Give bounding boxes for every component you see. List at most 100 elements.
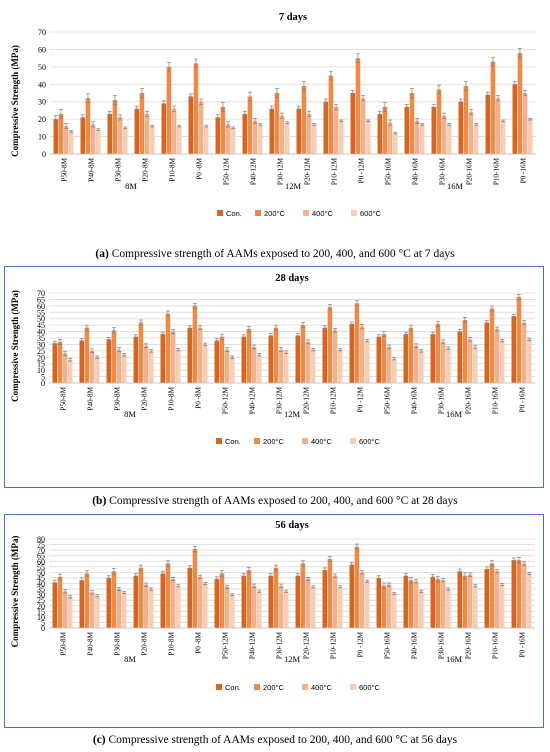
y-axis-label: Compressive Strength (MPa) (10, 290, 20, 402)
bar (431, 106, 437, 154)
x-tick-label: P10-16M (492, 631, 500, 659)
x-tick-label: P40-16M (411, 631, 419, 659)
x-tick-label: P0 -8M (195, 386, 203, 408)
bar (440, 341, 446, 383)
bar (165, 563, 171, 628)
bar (165, 313, 171, 383)
bar (111, 330, 117, 383)
bar (80, 117, 86, 154)
bar (193, 63, 199, 154)
y-tick-label: 70 (37, 546, 45, 555)
x-tick-label: P50-8M (60, 386, 68, 410)
x-tick-label: P20-8M (141, 386, 149, 410)
bar (251, 585, 257, 628)
bar (107, 113, 113, 154)
bar (256, 354, 262, 383)
bar (278, 349, 284, 383)
x-tick-label: P10-12M (331, 157, 339, 185)
bar (106, 577, 112, 628)
bar (485, 94, 491, 154)
bar (489, 308, 495, 383)
bar (526, 573, 532, 628)
bar (241, 575, 247, 628)
x-tick-label: P0 -16M (520, 157, 528, 183)
bar (197, 576, 203, 628)
bar (516, 296, 522, 383)
chart-panel-56-days: 0 5 10 15 20 25 30 35 40 45 50 55 60 65 70 75 80 56 days C… (4, 514, 544, 728)
bar (359, 326, 365, 383)
bar (94, 595, 100, 628)
bar (139, 93, 145, 154)
x-tick-label: P40-16M (412, 157, 420, 185)
bar (408, 327, 414, 383)
y-tick-label: 50 (37, 568, 45, 577)
legend-swatch (302, 438, 308, 444)
y-tick-label: 35 (37, 334, 45, 343)
bar (354, 303, 360, 383)
bar (408, 580, 414, 628)
y-tick-label: 15 (37, 360, 45, 369)
x-tick-label: P50-16M (384, 631, 392, 659)
group-label: 16M (446, 654, 463, 664)
bar (305, 341, 311, 383)
bar (148, 589, 154, 628)
bar (301, 86, 307, 154)
bar (350, 93, 356, 154)
bar (89, 350, 95, 383)
y-axis-label: Compressive Strength (MPa) (10, 536, 20, 648)
group-label: 16M (447, 181, 464, 191)
bar (197, 327, 203, 383)
bar (224, 586, 230, 628)
bar (247, 96, 253, 154)
x-tick-label: P10-12M (330, 631, 338, 659)
x-tick-label: P50-8M (61, 157, 69, 181)
x-tick-label: P30-16M (438, 386, 446, 414)
bar (489, 563, 495, 628)
bar (268, 575, 274, 628)
bar (500, 120, 506, 154)
bar (279, 115, 285, 154)
y-tick-label: 50 (37, 315, 45, 324)
x-tick-label: P10-8M (169, 157, 177, 181)
bar (517, 52, 523, 154)
bar (149, 126, 155, 154)
bar (322, 327, 328, 383)
bar (328, 75, 334, 154)
x-tick-label: P10-16M (493, 157, 501, 185)
bar (511, 560, 517, 628)
x-tick-label: P50-12M (222, 631, 230, 659)
bar (327, 559, 333, 628)
bar (84, 327, 90, 383)
bar (490, 61, 496, 154)
bar (521, 322, 527, 383)
bar (391, 358, 397, 383)
legend-label: 200°C (264, 209, 286, 218)
y-tick-label: 20 (37, 353, 45, 362)
bar (62, 353, 68, 383)
bar (484, 322, 490, 383)
x-tick-label: P20-12M (303, 386, 311, 414)
bar (274, 93, 280, 154)
bar (527, 119, 533, 154)
bar (252, 120, 258, 154)
bar (494, 329, 500, 383)
bar (148, 350, 154, 383)
chart-title: 56 days (275, 520, 309, 531)
bar (468, 112, 474, 154)
legend-label: Con. (225, 437, 241, 446)
bar (202, 583, 208, 628)
bar (187, 327, 193, 383)
x-tick-label: P30-16M (438, 631, 446, 659)
group-label: 16M (446, 409, 463, 419)
x-tick-label: P30-12M (276, 631, 284, 659)
bar (241, 336, 247, 383)
bar (246, 570, 252, 628)
bar (499, 584, 505, 628)
bar (85, 98, 91, 154)
group-label: 12M (284, 409, 301, 419)
bar (413, 581, 419, 628)
bar (494, 571, 500, 628)
x-tick-label: P10-16M (492, 386, 500, 414)
bar (473, 124, 479, 154)
bar (117, 117, 123, 154)
